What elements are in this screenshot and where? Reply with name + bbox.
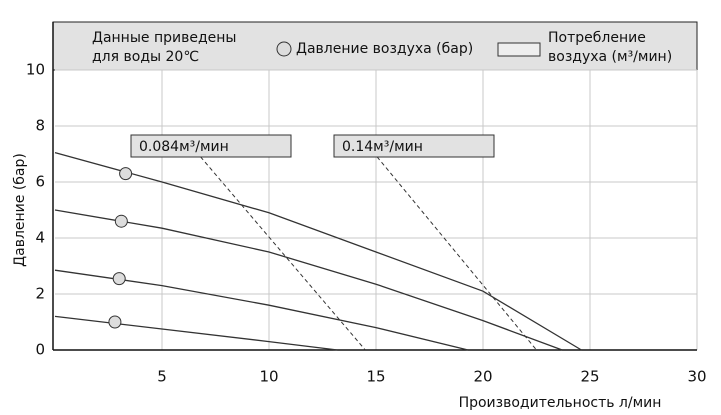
curve	[54, 151, 582, 351]
legend-label: Давление воздуха (бар)	[296, 41, 473, 57]
curve	[54, 209, 563, 351]
x-tick-label: 25	[580, 368, 599, 386]
consumption-label: 0.084м³/мин	[139, 139, 229, 155]
y-tick-label: 8	[35, 117, 45, 135]
x-tick-label: 5	[157, 368, 167, 386]
legend-marker	[276, 41, 292, 57]
curve	[54, 315, 338, 351]
legend-label: Потребление	[548, 30, 646, 46]
consumption-box	[130, 134, 292, 158]
header-box	[52, 21, 698, 71]
x-tick-label: 10	[259, 368, 278, 386]
x-axis-label: Производительность л/мин	[459, 395, 662, 411]
y-tick-label: 4	[35, 229, 45, 247]
pressure-marker	[112, 272, 126, 286]
y-axis-label: Давление (бар)	[12, 153, 28, 267]
note: для воды 20℃	[92, 49, 199, 65]
legend-label: воздуха (м³/мин)	[548, 49, 672, 65]
legend-marker	[497, 42, 541, 57]
x-tick-label: 20	[473, 368, 492, 386]
y-tick-label: 10	[26, 61, 45, 79]
x-tick-label: 30	[687, 368, 706, 386]
consumption-label: 0.14м³/мин	[342, 139, 423, 155]
consumption-line	[200, 156, 366, 351]
y-tick-label: 6	[35, 173, 45, 191]
curve	[54, 269, 469, 351]
pressure-marker	[108, 315, 122, 329]
pressure-marker	[119, 167, 133, 181]
pressure-marker	[114, 214, 128, 228]
note: Данные приведены	[92, 30, 236, 46]
consumption-line	[376, 156, 537, 351]
x-tick-label: 15	[366, 368, 385, 386]
y-tick-label: 0	[35, 341, 45, 359]
y-tick-label: 2	[35, 285, 45, 303]
consumption-box	[333, 134, 495, 158]
